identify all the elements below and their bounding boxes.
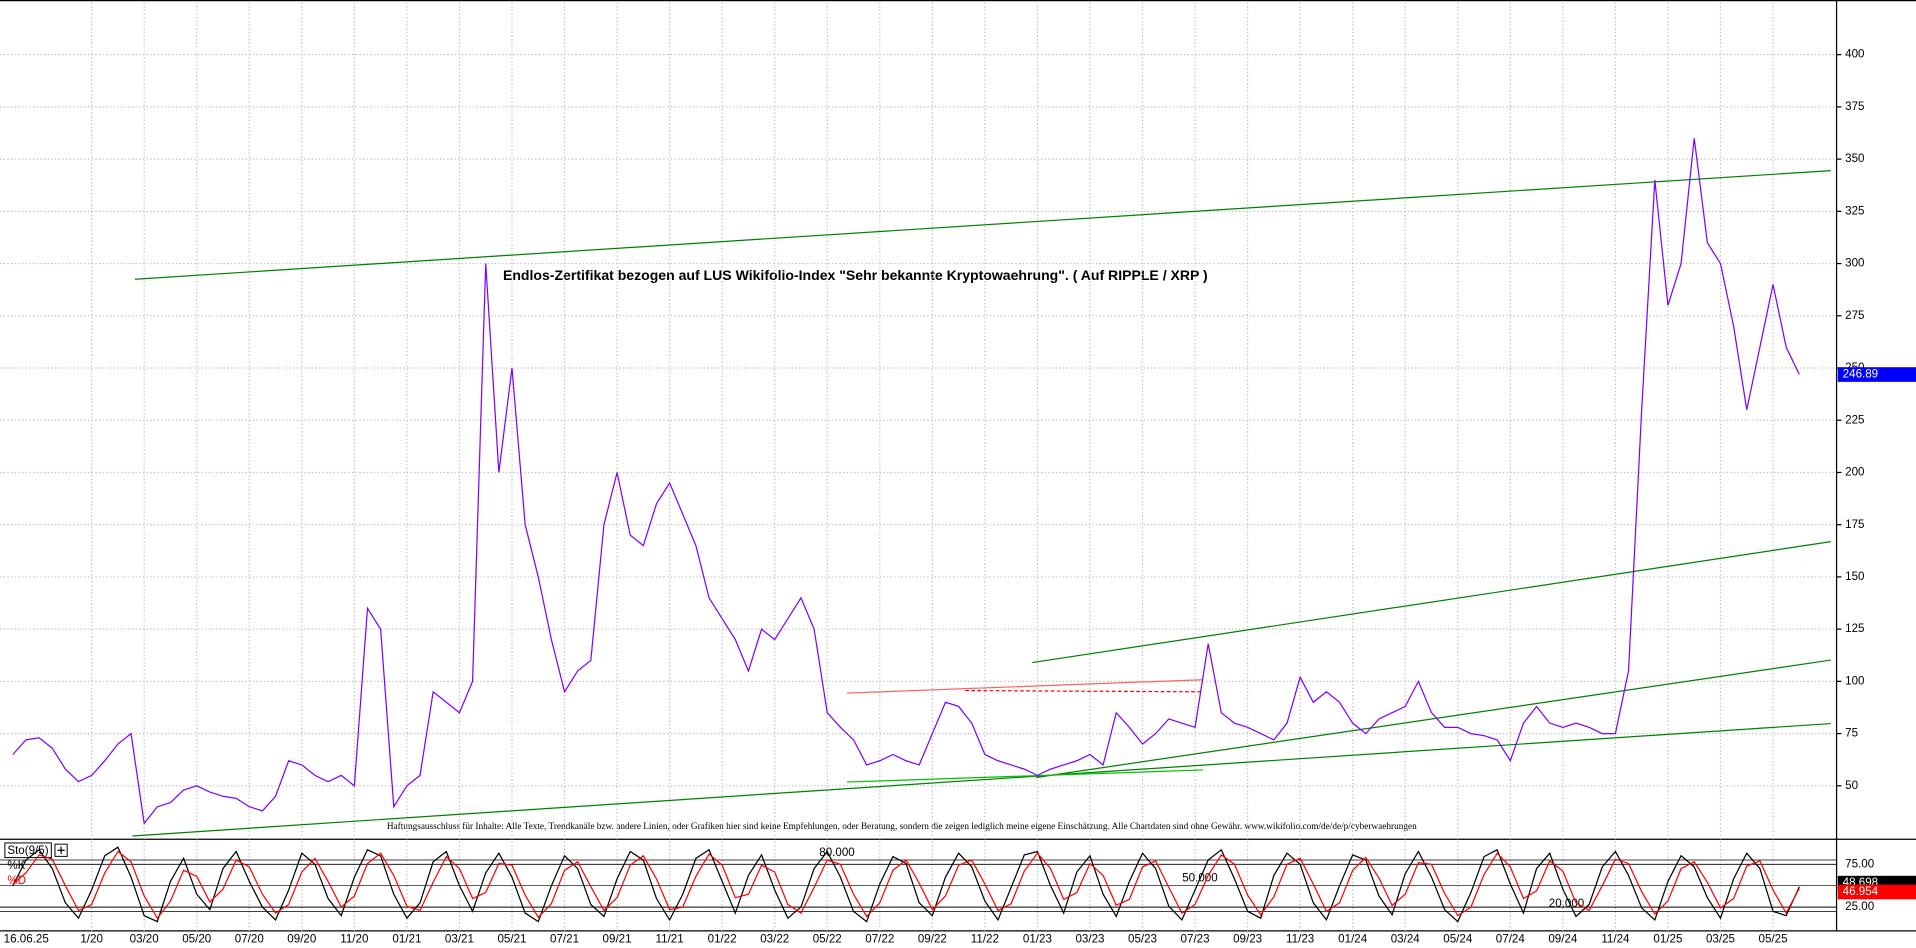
price-line (12, 138, 1800, 825)
x-tick-label: 03/20 (130, 933, 159, 946)
x-tick-label: 07/20 (235, 933, 264, 946)
indicator-level-label: 80.000 (819, 846, 854, 859)
last-value-label: 246.89 (1843, 368, 1878, 381)
y-tick-label: 400 (1845, 48, 1864, 61)
indicator-level-label: 20.000 (1549, 897, 1584, 910)
x-tick-label: 05/25 (1759, 933, 1788, 946)
trendline (1032, 541, 1831, 664)
x-tick-label: 09/21 (603, 933, 632, 946)
x-tick-label: 09/20 (287, 933, 316, 946)
trendline (846, 769, 1203, 783)
legend-entry: %D (7, 874, 26, 887)
x-tick-label: 03/21 (445, 933, 474, 946)
x-tick-label: 09/23 (1233, 933, 1262, 946)
x-tick-label: 09/24 (1548, 933, 1578, 946)
x-tick-label: 01/23 (1023, 933, 1052, 946)
x-tick-label: 03/23 (1075, 933, 1104, 946)
indicator-tick-label: 75.00 (1845, 857, 1874, 870)
y-tick-label: 125 (1845, 622, 1864, 635)
x-tick-label: 11/22 (971, 933, 999, 946)
x-tick-label: 11/21 (656, 933, 684, 946)
trendline (965, 689, 1203, 693)
y-tick-label: 100 (1845, 674, 1864, 687)
x-tick-label: 01/25 (1653, 933, 1682, 946)
y-tick-label: 50 (1845, 779, 1858, 792)
trendline (846, 679, 1203, 694)
x-tick-label: 1/20 (80, 933, 103, 946)
indicator-last-box (1837, 884, 1916, 900)
x-tick-label: 01/22 (708, 933, 737, 946)
x-tick-label: 03/24 (1391, 933, 1421, 946)
y-tick-label: 325 (1845, 204, 1864, 217)
x-tick-label: 07/21 (550, 933, 579, 946)
x-tick-label: 07/22 (865, 933, 894, 946)
trendline (134, 169, 1831, 280)
x-tick-label: 07/23 (1181, 933, 1210, 946)
y-tick-label: 75 (1845, 727, 1858, 740)
indicator-label: Sto(9/5) (7, 844, 48, 857)
x-tick-label: 11/23 (1286, 933, 1314, 946)
x-tick-label: 03/22 (760, 933, 789, 946)
y-tick-label: 375 (1845, 100, 1864, 113)
y-tick-label: 175 (1845, 518, 1864, 531)
x-tick-label: 01/24 (1338, 933, 1368, 946)
x-tick-label: 03/25 (1706, 933, 1735, 946)
x-tick-label: 05/20 (182, 933, 211, 946)
indicator-tick-label: 25.00 (1845, 900, 1874, 913)
price-line (12, 846, 1800, 923)
x-tick-label: 01/21 (392, 933, 421, 946)
price-line (12, 850, 1800, 920)
x-tick-label: 05/22 (813, 933, 842, 946)
x-tick-label: 11/20 (340, 933, 368, 946)
legend-entry: %K (7, 859, 25, 872)
date-label: 16.06.25 (4, 933, 49, 946)
x-tick-label: 07/24 (1496, 933, 1526, 946)
y-tick-label: 225 (1845, 413, 1864, 426)
x-tick-label: 05/23 (1128, 933, 1157, 946)
y-tick-label: 275 (1845, 309, 1864, 322)
y-tick-label: 150 (1845, 570, 1864, 583)
x-tick-label: 09/22 (918, 933, 947, 946)
x-tick-label: 11/24 (1601, 933, 1630, 946)
y-tick-label: 300 (1845, 257, 1864, 270)
y-tick-label: 350 (1845, 152, 1864, 165)
disclaimer: Haftungsausschluss für Inhalte: Alle Tex… (387, 822, 1417, 832)
last-value-box (1837, 367, 1916, 382)
y-tick-label: 200 (1845, 466, 1864, 479)
x-tick-label: 05/21 (497, 933, 526, 946)
trendline (132, 722, 1831, 837)
trendline (1036, 659, 1831, 779)
chart-title: Endlos-Zertifikat bezogen auf LUS Wikifo… (503, 267, 1208, 283)
x-tick-label: 05/24 (1443, 933, 1473, 946)
indicator-last-label: 46.954 (1843, 885, 1879, 898)
